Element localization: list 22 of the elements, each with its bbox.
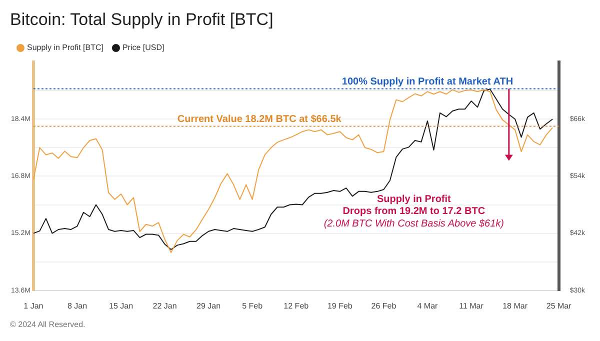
x-tick-label: 15 Jan <box>109 301 134 310</box>
x-tick-label: 19 Feb <box>327 301 353 310</box>
text: © 2024 All Reserved. <box>9 319 86 329</box>
x-tick-label: 29 Jan <box>196 301 221 310</box>
chart-title: Bitcoin: Total Supply in Profit [BTC] <box>9 9 274 31</box>
x-tick-label: 12 Feb <box>284 301 310 310</box>
annotation: Drops from 19.2M to 17.2 BTC <box>342 206 486 218</box>
x-tick-label: 26 Feb <box>371 301 397 310</box>
x-tick-label: 25 Mar <box>546 301 572 310</box>
ref-line-label: 100% Supply in Profit at Market ATH <box>342 76 514 88</box>
x-tick-label: 5 Feb <box>242 301 264 310</box>
ref-line-label: Current Value 18.2M BTC at $66.5k <box>177 114 342 125</box>
x-tick-label: 18 Mar <box>502 301 528 310</box>
annotation: Supply in Profit <box>376 194 452 206</box>
legend-label: Supply in Profit [BTC] <box>27 43 104 52</box>
x-tick-label: 11 Mar <box>459 301 484 310</box>
annotation: (2.0M BTC With Cost Basis Above $61k) <box>324 218 504 230</box>
x-tick-label: 22 Jan <box>152 301 177 310</box>
legend-label: Price [USD] <box>122 43 164 52</box>
x-tick-label: 8 Jan <box>67 301 88 310</box>
x-tick-label: 1 Jan <box>24 301 44 310</box>
x-tick-label: 4 Mar <box>417 301 438 310</box>
